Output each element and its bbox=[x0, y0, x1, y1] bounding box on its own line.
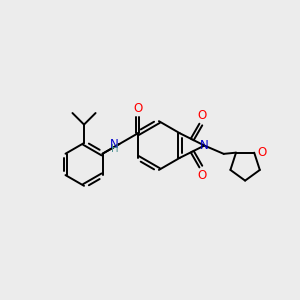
Text: N: N bbox=[200, 139, 209, 152]
Text: O: O bbox=[133, 102, 142, 115]
Text: O: O bbox=[197, 169, 207, 182]
Text: O: O bbox=[257, 146, 266, 159]
Text: N: N bbox=[110, 138, 119, 151]
Text: O: O bbox=[197, 109, 207, 122]
Text: H: H bbox=[111, 144, 119, 154]
